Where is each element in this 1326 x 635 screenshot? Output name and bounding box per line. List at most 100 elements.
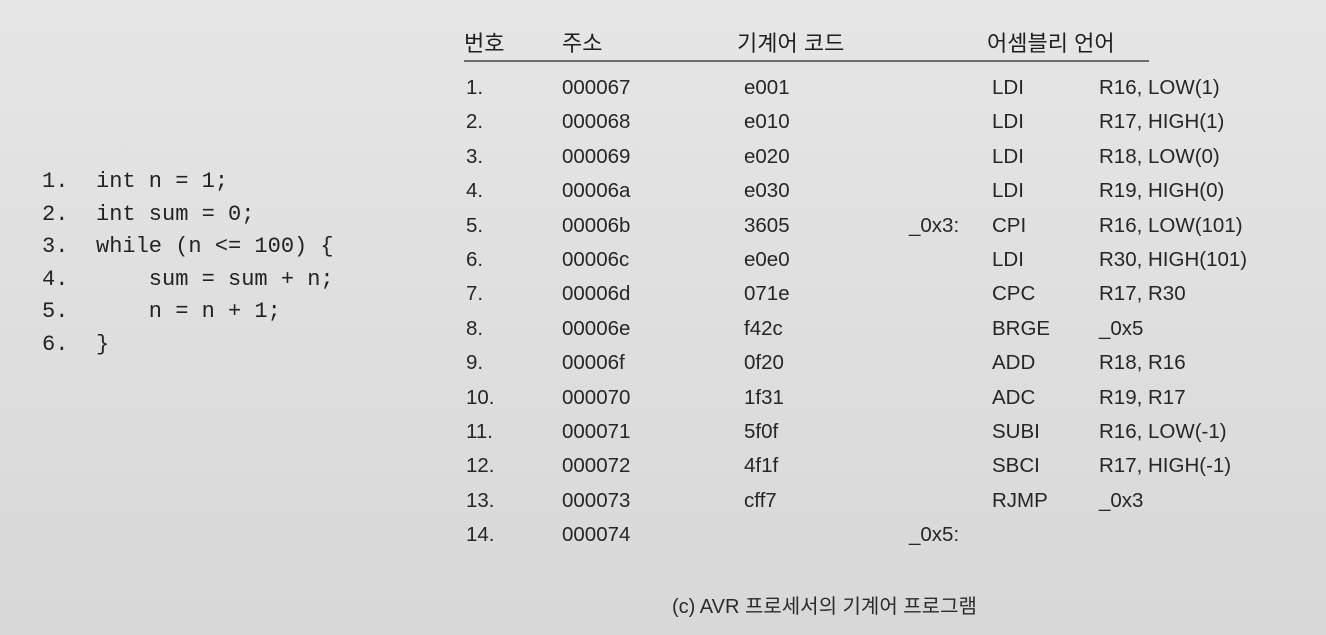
- table-row: 8. 00006e f42c BRGE _0x5: [464, 313, 1274, 347]
- row-opcode: LDI: [992, 144, 1024, 168]
- table-row: 6. 00006c e0e0 LDI R30, HIGH(101): [464, 244, 1274, 278]
- row-number: 12.: [466, 454, 495, 478]
- table-row: 1. 000067 e001 LDI R16, LOW(1): [464, 72, 1274, 106]
- row-address: 00006d: [562, 282, 631, 306]
- table-row: 11. 000071 5f0f SUBI R16, LOW(-1): [464, 416, 1274, 450]
- code-line-text: }: [96, 331, 110, 357]
- row-machine-code: e030: [744, 179, 790, 203]
- row-number: 8.: [466, 316, 484, 340]
- row-address: 000069: [562, 144, 631, 168]
- table-row: 12. 000072 4f1f SBCI R17, HIGH(-1): [464, 450, 1274, 484]
- row-opcode: RJMP: [992, 488, 1048, 512]
- table-row: 5. 00006b 3605 _0x3: CPI R16, LOW(101): [464, 210, 1274, 244]
- row-machine-code: e0e0: [744, 247, 790, 271]
- row-operands: R17, R30: [1099, 282, 1186, 306]
- row-address: 000070: [562, 385, 631, 409]
- row-address: 00006f: [562, 351, 625, 375]
- figure-caption: (c) AVR 프로세서의 기계어 프로그램: [672, 596, 977, 618]
- table-row: 9. 00006f 0f20 ADD R18, R16: [464, 347, 1274, 381]
- row-number: 7.: [466, 282, 484, 306]
- row-opcode: ADC: [992, 385, 1036, 409]
- code-line-text: while (n <= 100) {: [96, 234, 334, 260]
- row-operands: R17, HIGH(-1): [1099, 454, 1232, 478]
- code-line-number: 4.: [42, 266, 69, 292]
- row-number: 13.: [466, 488, 495, 512]
- row-number: 10.: [466, 385, 495, 409]
- row-opcode: CPC: [992, 282, 1036, 306]
- row-machine-code: 1f31: [744, 385, 784, 409]
- row-address: 00006b: [562, 213, 631, 237]
- header-address: 주소: [562, 31, 603, 56]
- row-label: _0x3:: [909, 213, 960, 237]
- row-operands: R18, R16: [1099, 351, 1186, 375]
- row-address: 000072: [562, 454, 631, 478]
- row-address: 000071: [562, 419, 631, 443]
- code-line-text: int n = 1;: [96, 169, 229, 194]
- row-number: 14.: [466, 523, 495, 547]
- row-machine-code: f42c: [744, 316, 783, 340]
- row-opcode: CPI: [992, 213, 1027, 237]
- row-operands: _0x5: [1099, 316, 1144, 340]
- row-number: 5.: [466, 213, 484, 237]
- row-opcode: LDI: [992, 247, 1024, 271]
- row-number: 6.: [466, 247, 484, 271]
- header-rule: [464, 60, 1149, 62]
- row-operands: R16, LOW(1): [1099, 76, 1220, 99]
- row-machine-code: e010: [744, 110, 790, 134]
- code-line: 5. n = n + 1;: [42, 296, 334, 329]
- code-line: 1. int n = 1;: [42, 166, 334, 199]
- row-address: 000074: [562, 523, 631, 547]
- row-number: 4.: [466, 179, 484, 203]
- row-opcode: SUBI: [992, 419, 1040, 443]
- row-operands: R19, HIGH(0): [1099, 179, 1225, 203]
- table-row: 10. 000070 1f31 ADC R19, R17: [464, 382, 1274, 416]
- row-address: 000067: [562, 76, 631, 99]
- row-opcode: BRGE: [992, 316, 1051, 340]
- row-operands: R16, LOW(-1): [1099, 419, 1227, 443]
- row-operands: R17, HIGH(1): [1099, 110, 1225, 134]
- row-operands: R16, LOW(101): [1099, 213, 1243, 237]
- code-line-text: int sum = 0;: [96, 201, 255, 227]
- row-number: 11.: [466, 419, 493, 443]
- table-row: 3. 000069 e020 LDI R18, LOW(0): [464, 141, 1274, 175]
- row-machine-code: e001: [744, 76, 790, 99]
- source-code-panel: 1. int n = 1; 2. int sum = 0; 3. while (n <= …: [42, 166, 334, 362]
- code-line: 6.}: [42, 329, 334, 362]
- code-line: 3. while (n <= 100) {: [42, 231, 334, 264]
- row-opcode: LDI: [992, 179, 1024, 203]
- table-row: 7. 00006d 071e CPC R17, R30: [464, 278, 1274, 312]
- row-operands: _0x3: [1099, 488, 1144, 512]
- row-number: 1.: [466, 76, 484, 99]
- table-row: 4. 00006a e030 LDI R19, HIGH(0): [464, 175, 1274, 209]
- table-row: 2. 000068 e010 LDI R17, HIGH(1): [464, 106, 1274, 140]
- table-body: 1. 000067 e001 LDI R16, LOW(1) 2. 000068 e010 LD…: [464, 72, 1274, 553]
- code-line-number: 2.: [42, 201, 69, 227]
- row-machine-code: 4f1f: [744, 454, 779, 478]
- code-line-number: 3.: [42, 234, 69, 260]
- row-machine-code: 0f20: [744, 351, 784, 375]
- row-opcode: SBCI: [992, 454, 1040, 478]
- row-address: 00006e: [562, 316, 631, 340]
- row-operands: R19, R17: [1099, 385, 1186, 409]
- header-number: 번호: [464, 31, 505, 56]
- table-row: 14. 000074 _0x5:: [464, 519, 1274, 553]
- code-line-number: 1.: [42, 169, 69, 194]
- row-machine-code: 071e: [744, 282, 790, 306]
- table-header: 번호 주소 기계어 코드 어셈블리 언어: [464, 20, 1274, 62]
- row-operands: R18, LOW(0): [1099, 144, 1220, 168]
- header-machine-code: 기계어 코드: [737, 31, 845, 56]
- row-number: 3.: [466, 144, 484, 168]
- code-line-number: 6.: [42, 331, 69, 357]
- row-opcode: LDI: [992, 110, 1024, 134]
- row-label: _0x5:: [909, 523, 960, 547]
- table-row: 13. 000073 cff7 RJMP _0x3: [464, 485, 1274, 519]
- code-line-text: sum = sum + n;: [96, 266, 334, 292]
- row-machine-code: e020: [744, 144, 790, 168]
- row-address: 00006c: [562, 247, 630, 271]
- row-machine-code: 3605: [744, 213, 790, 237]
- row-machine-code: cff7: [744, 488, 777, 512]
- row-opcode: LDI: [992, 76, 1024, 99]
- row-address: 00006a: [562, 179, 631, 203]
- assembly-table: 번호 주소 기계어 코드 어셈블리 언어 1. 000067 e001 LDI R16,…: [464, 20, 1274, 546]
- row-address: 000073: [562, 488, 631, 512]
